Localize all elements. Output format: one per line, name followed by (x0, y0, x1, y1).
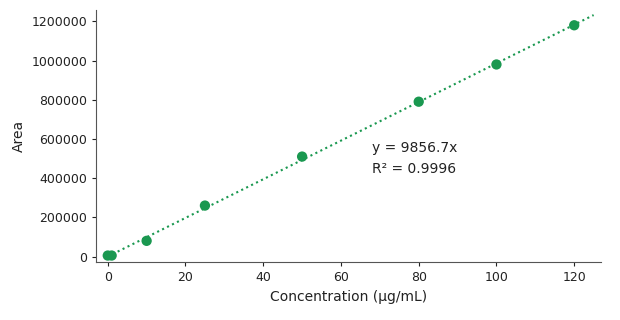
Point (200, 203, 210, 208)
Text: y = 9856.7x
R² = 0.9996: y = 9856.7x R² = 0.9996 (372, 141, 458, 176)
Point (569, 23, 579, 28)
Point (414, 99, 423, 104)
Point (107, 253, 117, 258)
Point (492, 62, 502, 67)
Point (297, 154, 307, 159)
X-axis label: Concentration (μg/mL): Concentration (μg/mL) (270, 290, 427, 304)
Point (103, 253, 113, 258)
Point (141, 238, 151, 244)
Y-axis label: Area: Area (12, 120, 25, 152)
